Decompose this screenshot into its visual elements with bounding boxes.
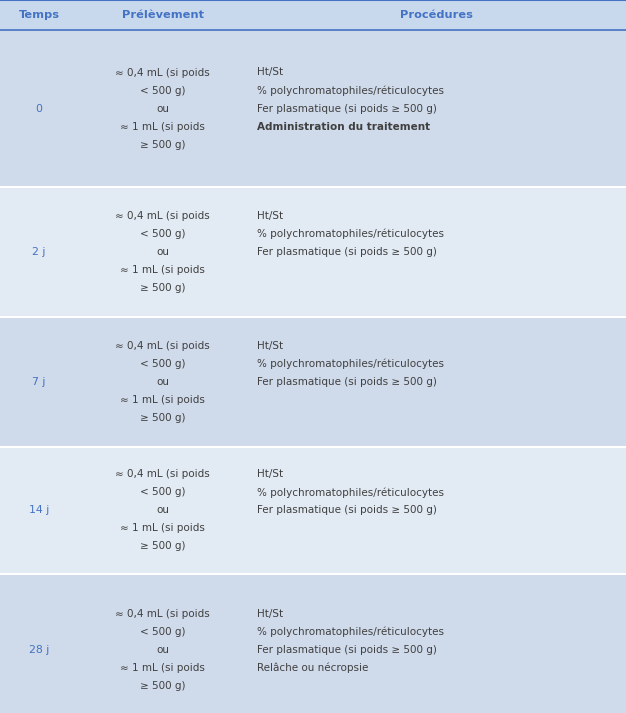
Bar <box>0 317 626 447</box>
Text: 0: 0 <box>36 103 43 113</box>
Text: < 500 g): < 500 g) <box>140 359 185 369</box>
Text: ≥ 500 g): ≥ 500 g) <box>140 541 185 551</box>
Text: Temps: Temps <box>19 10 59 20</box>
Text: ou: ou <box>156 645 169 655</box>
Text: % polychromatophiles/réticulocytes: % polychromatophiles/réticulocytes <box>257 487 444 498</box>
Text: Ht/St: Ht/St <box>257 609 283 619</box>
Text: Fer plasmatique (si poids ≥ 500 g): Fer plasmatique (si poids ≥ 500 g) <box>257 247 436 257</box>
Text: ≈ 0,4 mL (si poids: ≈ 0,4 mL (si poids <box>115 68 210 78</box>
Text: Fer plasmatique (si poids ≥ 500 g): Fer plasmatique (si poids ≥ 500 g) <box>257 645 436 655</box>
Text: < 500 g): < 500 g) <box>140 229 185 239</box>
Bar <box>0 187 626 317</box>
Text: ≈ 1 mL (si poids: ≈ 1 mL (si poids <box>120 523 205 533</box>
Text: ou: ou <box>156 103 169 113</box>
Text: 7 j: 7 j <box>33 377 46 387</box>
Bar <box>0 574 626 713</box>
Text: % polychromatophiles/réticulocytes: % polychromatophiles/réticulocytes <box>257 359 444 369</box>
Text: Procédures: Procédures <box>400 10 473 20</box>
Text: 14 j: 14 j <box>29 506 49 515</box>
Text: < 500 g): < 500 g) <box>140 488 185 498</box>
Text: ≥ 500 g): ≥ 500 g) <box>140 283 185 293</box>
Text: Fer plasmatique (si poids ≥ 500 g): Fer plasmatique (si poids ≥ 500 g) <box>257 103 436 113</box>
Text: ≥ 500 g): ≥ 500 g) <box>140 140 185 150</box>
Text: 2 j: 2 j <box>33 247 46 257</box>
Text: Administration du traitement: Administration du traitement <box>257 121 430 131</box>
Text: Ht/St: Ht/St <box>257 469 283 480</box>
Bar <box>0 447 626 574</box>
Text: % polychromatophiles/réticulocytes: % polychromatophiles/réticulocytes <box>257 627 444 637</box>
Text: Ht/St: Ht/St <box>257 341 283 351</box>
Text: Ht/St: Ht/St <box>257 68 283 78</box>
Text: ≈ 0,4 mL (si poids: ≈ 0,4 mL (si poids <box>115 341 210 351</box>
Text: ≈ 0,4 mL (si poids: ≈ 0,4 mL (si poids <box>115 609 210 619</box>
Text: Fer plasmatique (si poids ≥ 500 g): Fer plasmatique (si poids ≥ 500 g) <box>257 377 436 387</box>
Text: ≥ 500 g): ≥ 500 g) <box>140 681 185 691</box>
Text: ou: ou <box>156 506 169 515</box>
Text: ≈ 1 mL (si poids: ≈ 1 mL (si poids <box>120 395 205 405</box>
Bar <box>0 30 626 187</box>
Text: % polychromatophiles/réticulocytes: % polychromatophiles/réticulocytes <box>257 86 444 96</box>
Text: % polychromatophiles/réticulocytes: % polychromatophiles/réticulocytes <box>257 229 444 240</box>
Text: ≈ 1 mL (si poids: ≈ 1 mL (si poids <box>120 265 205 275</box>
Text: Prélèvement: Prélèvement <box>122 10 203 20</box>
Text: ou: ou <box>156 247 169 257</box>
Text: < 500 g): < 500 g) <box>140 627 185 637</box>
Text: ≥ 500 g): ≥ 500 g) <box>140 413 185 423</box>
Text: Relâche ou nécropsie: Relâche ou nécropsie <box>257 663 368 673</box>
Text: ≈ 1 mL (si poids: ≈ 1 mL (si poids <box>120 663 205 673</box>
Text: Ht/St: Ht/St <box>257 211 283 221</box>
Text: ≈ 0,4 mL (si poids: ≈ 0,4 mL (si poids <box>115 211 210 221</box>
Text: < 500 g): < 500 g) <box>140 86 185 96</box>
Bar <box>0 0 626 30</box>
Text: ≈ 1 mL (si poids: ≈ 1 mL (si poids <box>120 121 205 131</box>
Text: Fer plasmatique (si poids ≥ 500 g): Fer plasmatique (si poids ≥ 500 g) <box>257 506 436 515</box>
Text: ≈ 0,4 mL (si poids: ≈ 0,4 mL (si poids <box>115 469 210 480</box>
Text: ou: ou <box>156 377 169 387</box>
Text: 28 j: 28 j <box>29 645 49 655</box>
